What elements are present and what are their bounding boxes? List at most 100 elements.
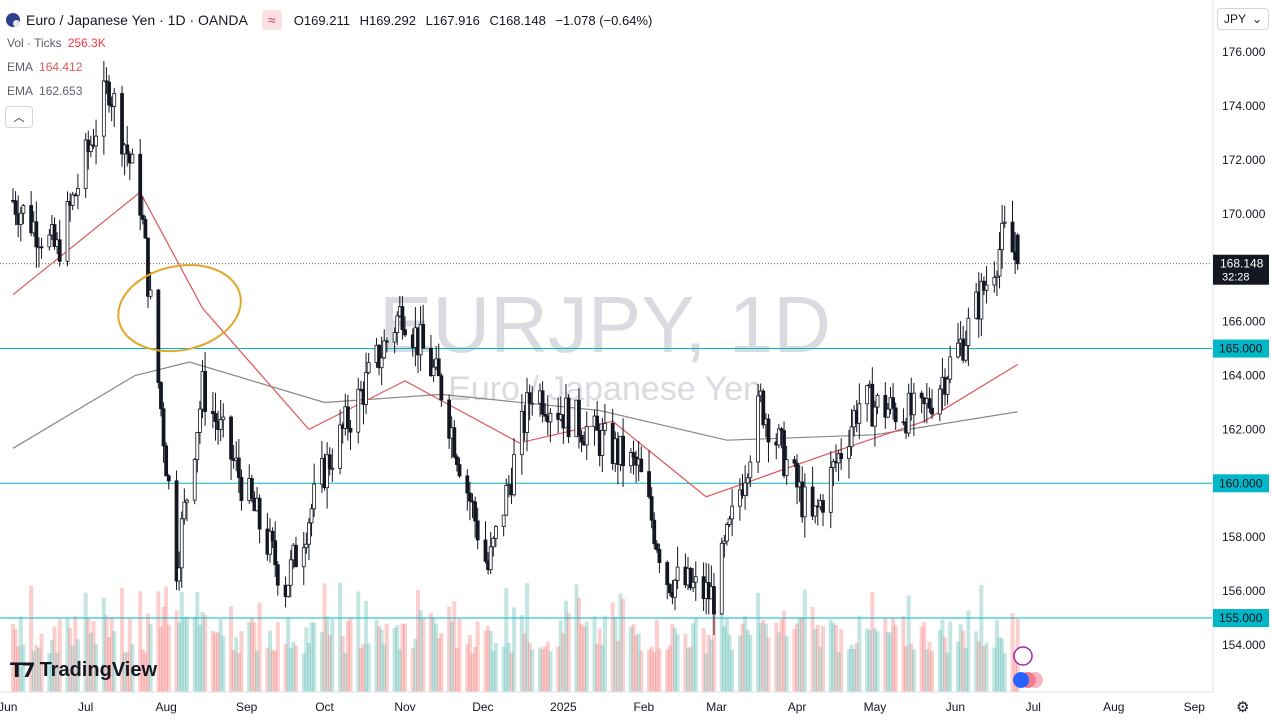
volume-bar bbox=[249, 618, 254, 692]
candle-body bbox=[870, 383, 875, 427]
level-badge-label: 160.000 bbox=[1219, 476, 1263, 490]
volume-bar bbox=[984, 642, 989, 692]
volume-bar bbox=[527, 642, 532, 692]
candle-body bbox=[1015, 234, 1020, 265]
volume-bar bbox=[327, 634, 332, 692]
candle-body bbox=[213, 413, 218, 422]
candle-body bbox=[146, 237, 150, 297]
symbol-title[interactable]: Euro / Japanese Yen · 1D · OANDA bbox=[26, 12, 248, 28]
volume-bar bbox=[304, 627, 309, 692]
volume-bar bbox=[182, 618, 187, 692]
volume-bar bbox=[366, 643, 371, 692]
candle-body bbox=[501, 514, 506, 527]
candle-body bbox=[579, 435, 584, 443]
candle-body bbox=[236, 457, 241, 478]
candle-body bbox=[268, 530, 272, 555]
candle-body bbox=[782, 430, 786, 477]
candle-body bbox=[338, 424, 343, 469]
volume-bar bbox=[613, 616, 618, 692]
candle-body bbox=[748, 461, 753, 479]
volume-bar bbox=[922, 622, 927, 692]
volume-bar bbox=[891, 617, 896, 692]
candle-body bbox=[348, 428, 353, 433]
volume-bar bbox=[766, 637, 771, 692]
volume-bar bbox=[797, 618, 802, 692]
volume-bar bbox=[94, 643, 99, 692]
volume-indicator-legend[interactable]: Vol · Ticks 256.3K bbox=[7, 36, 106, 50]
volume-bar bbox=[192, 616, 197, 692]
candle-body bbox=[101, 80, 106, 137]
volume-bar bbox=[86, 618, 91, 692]
ema-fast-legend[interactable]: EMA 164.412 bbox=[7, 60, 83, 74]
volume-bar bbox=[49, 640, 54, 692]
volume-bar bbox=[1010, 613, 1015, 692]
wave-icon[interactable]: ≈ bbox=[261, 10, 282, 30]
candle-body bbox=[70, 194, 75, 206]
candle-body bbox=[304, 543, 309, 549]
candle-body bbox=[927, 398, 932, 409]
volume-bar bbox=[852, 648, 857, 692]
candle-body bbox=[963, 345, 968, 361]
ema-slow-legend[interactable]: EMA 162.653 bbox=[7, 84, 83, 98]
volume-bar bbox=[418, 610, 423, 692]
candle-body bbox=[745, 477, 750, 484]
candle-body bbox=[112, 93, 117, 107]
volume-bar bbox=[566, 612, 571, 692]
symbol-header: Euro / Japanese Yen · 1D · OANDA ≈ O169.… bbox=[6, 10, 658, 30]
volume-bar bbox=[467, 634, 472, 692]
volume-bar bbox=[348, 618, 353, 692]
volume-bar bbox=[434, 624, 439, 692]
volume-bar bbox=[724, 617, 729, 692]
candle-body bbox=[675, 566, 680, 581]
volume-bar bbox=[164, 586, 169, 692]
watermark-title: EURJPY, 1D bbox=[379, 280, 831, 369]
volume-bar bbox=[802, 589, 807, 692]
volume-bar bbox=[561, 633, 566, 692]
ohlc-readout: O169.211 H169.292 L167.916 C168.148 −1.0… bbox=[293, 12, 653, 28]
volume-bar bbox=[504, 588, 509, 692]
volume-bar bbox=[255, 650, 260, 692]
price-tick-label: 172.000 bbox=[1222, 153, 1266, 167]
candle-body bbox=[712, 586, 716, 615]
volume-bar bbox=[958, 623, 963, 692]
candle-body bbox=[857, 403, 862, 424]
candle-body bbox=[140, 214, 145, 220]
volume-bar bbox=[57, 619, 62, 692]
volume-bar bbox=[179, 592, 184, 692]
candle-body bbox=[647, 471, 651, 498]
volume-bar bbox=[906, 595, 911, 692]
volume-bar bbox=[548, 651, 553, 692]
candle-body bbox=[29, 205, 34, 234]
volume-bar bbox=[909, 643, 914, 692]
candle-body bbox=[722, 540, 727, 544]
collapse-legend-button[interactable]: ︿ bbox=[5, 106, 33, 128]
volume-bar bbox=[166, 624, 171, 692]
candle-body bbox=[275, 564, 280, 586]
candle-body bbox=[600, 429, 605, 456]
currency-selector[interactable]: JPY ⌄ bbox=[1217, 8, 1269, 30]
tradingview-logo[interactable]: 𝗧𝟳 TradingView bbox=[10, 659, 158, 682]
volume-bar bbox=[210, 631, 215, 692]
volume-bar bbox=[602, 615, 607, 692]
volume-bar bbox=[34, 644, 39, 692]
volume-bar bbox=[748, 635, 753, 692]
time-tick-label: Aug bbox=[155, 700, 176, 714]
candle-body bbox=[743, 482, 748, 496]
candle-body bbox=[229, 416, 233, 460]
volume-bar bbox=[810, 606, 815, 692]
candle-body bbox=[210, 411, 215, 415]
candle-body bbox=[883, 394, 888, 418]
candle-body bbox=[312, 483, 317, 510]
time-tick-label: Sep bbox=[1184, 700, 1206, 714]
candle-body bbox=[52, 224, 57, 247]
volume-bar bbox=[36, 647, 41, 692]
volume-bar bbox=[200, 612, 205, 692]
volume-bar bbox=[833, 625, 838, 692]
volume-bar bbox=[382, 644, 387, 692]
settings-gear-icon[interactable]: ⚙ bbox=[1236, 699, 1250, 716]
volume-bar bbox=[428, 612, 433, 692]
candle-body bbox=[652, 519, 657, 545]
volume-bar bbox=[397, 649, 402, 692]
volume-bar bbox=[610, 602, 615, 692]
